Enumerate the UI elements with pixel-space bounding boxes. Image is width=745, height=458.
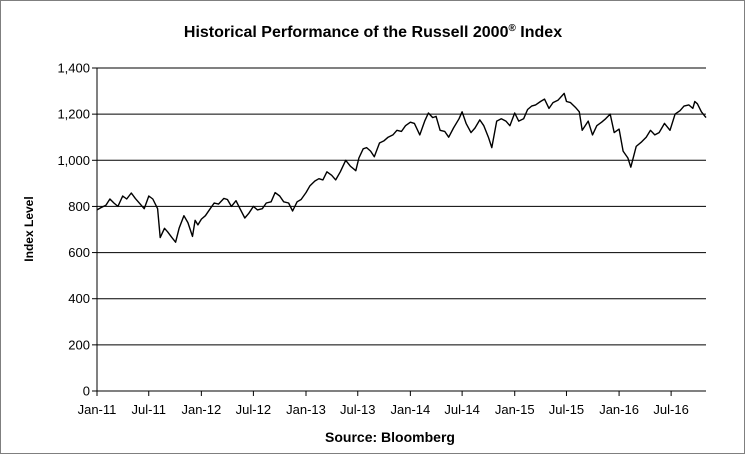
axes	[96, 68, 706, 392]
y-tick-label: 200	[68, 337, 90, 352]
y-axis-label: Index Level	[22, 196, 36, 261]
x-tick-label: Jul-14	[444, 402, 479, 417]
x-tick-label: Jan-12	[181, 402, 221, 417]
x-tick-label: Jul-16	[653, 402, 688, 417]
x-tick-label: Jan-11	[78, 402, 117, 417]
x-tick-label: Jul-12	[236, 402, 271, 417]
y-tick-label: 1,400	[57, 61, 90, 76]
x-tick-label: Jul-15	[549, 402, 584, 417]
x-tick-label: Jan-13	[286, 402, 326, 417]
x-axis-label: Source: Bloomberg	[325, 429, 455, 445]
x-tick-label: Jul-13	[340, 402, 375, 417]
y-tick-label: 1,200	[57, 107, 90, 122]
x-axis-ticks: Jan-11 Jul-11 Jan-12 Jul-12 Jan-13 Jul-13 Jan-…	[78, 391, 689, 417]
x-tick-label: Jan-15	[495, 402, 535, 417]
x-tick-label: Jul-11	[132, 402, 166, 417]
y-tick-label: 800	[68, 199, 90, 214]
y-tick-label: 1,000	[57, 153, 90, 168]
y-tick-label: 600	[68, 245, 90, 260]
series-line	[96, 92, 707, 243]
x-tick-label: Jan-14	[390, 402, 430, 417]
y-tick-label: 0	[83, 384, 90, 399]
chart-title: Historical Performance of the Russell 20…	[184, 23, 562, 41]
y-tick-label: 400	[68, 291, 90, 306]
x-tick-label: Jan-16	[599, 402, 639, 417]
gridlines	[97, 67, 706, 346]
y-axis-ticks: 0 200 400 600 800 1,000 1,200 1,400	[57, 61, 97, 399]
